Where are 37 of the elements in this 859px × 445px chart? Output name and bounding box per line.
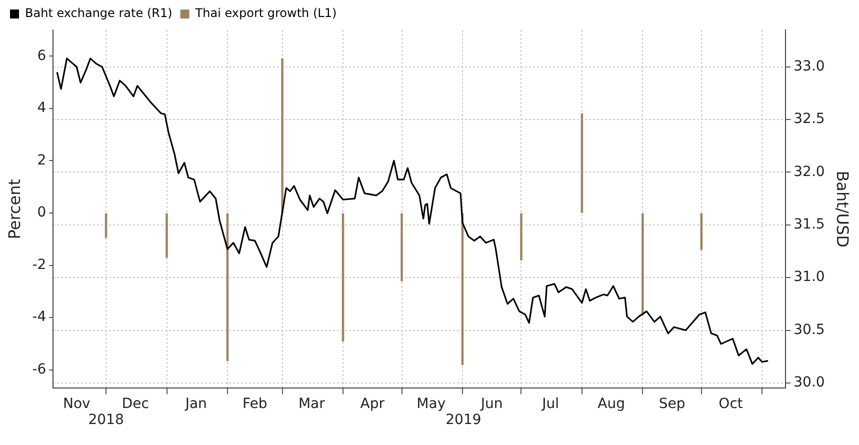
y2-tick-label: 32.0 — [794, 164, 825, 180]
y-tick-label: -6 — [32, 362, 46, 378]
y-tick-label: 6 — [37, 48, 46, 64]
y-tick-label: 0 — [37, 204, 46, 221]
x-tick-label: Aug — [598, 396, 625, 412]
legend-label: Baht exchange rate (R1) — [25, 6, 172, 20]
y2-tick-label: 30.0 — [794, 374, 825, 391]
x-tick-label: May — [416, 396, 446, 412]
x-tick-label: Oct — [718, 396, 744, 412]
x-tick-label: Nov — [62, 396, 90, 412]
text: 2018 — [88, 412, 124, 428]
x-tick-label: Mar — [298, 396, 326, 412]
bar — [520, 213, 522, 260]
x-tick-label: Sep — [658, 396, 686, 412]
x-tick-label: Jan — [184, 396, 207, 412]
bar — [281, 58, 284, 213]
y2-tick-label: 31.0 — [794, 269, 825, 286]
bar — [400, 213, 403, 282]
x-tick-label: Apr — [360, 396, 385, 412]
y-axis-title: Percent — [4, 179, 24, 240]
x-tick-label: Feb — [242, 396, 268, 412]
x-tick-label: Jul — [541, 396, 560, 412]
y2-tick-label: 30.5 — [794, 322, 825, 338]
y2-tick-label: 33.0 — [794, 58, 825, 75]
x-tick-label: Jun — [480, 396, 503, 412]
bar — [642, 213, 644, 316]
y-tick-label: -2 — [32, 256, 46, 273]
text: 2019 — [446, 412, 482, 428]
legend-label: Thai export growth (L1) — [194, 6, 337, 20]
y2-axis-title: Baht/USD — [833, 170, 852, 248]
x-tick-label: Dec — [122, 396, 149, 412]
y2-tick-label: 31.5 — [794, 216, 825, 233]
y-tick-label: 2 — [37, 152, 46, 168]
y-tick-label: -4 — [32, 309, 46, 326]
y2-tick-label: 32.5 — [794, 111, 825, 128]
y-tick-label: 4 — [37, 100, 46, 116]
bar — [166, 213, 168, 258]
